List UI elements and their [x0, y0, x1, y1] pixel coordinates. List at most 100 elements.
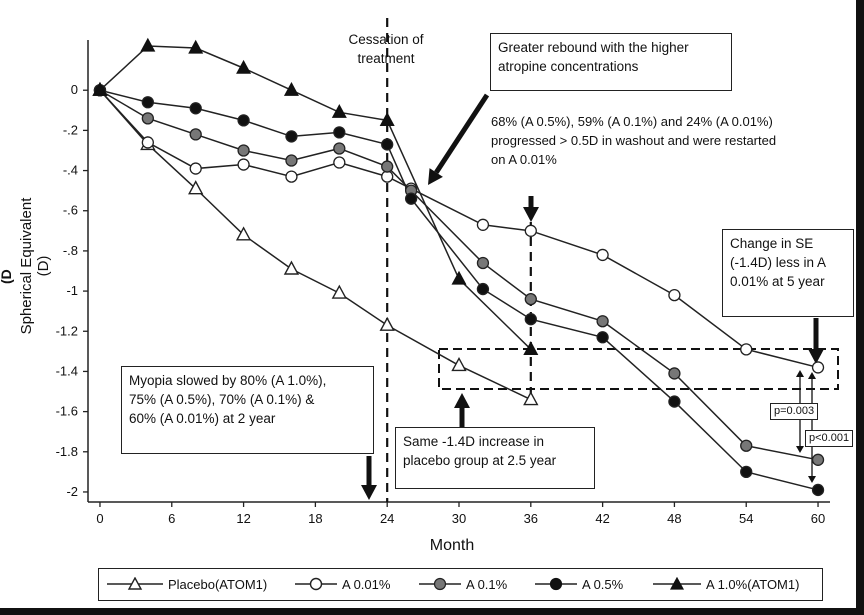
- data-point-s0-5: [331, 284, 347, 299]
- legend-item-a1: A 1.0%(ATOM1): [653, 569, 799, 599]
- series-line-2: [99, 89, 819, 461]
- data-point-s4-0: [92, 81, 108, 96]
- series-line-0: [99, 89, 532, 401]
- data-point-s1-5: [333, 156, 346, 169]
- data-point-s1-9: [524, 224, 537, 237]
- x-tick-label: 42: [595, 511, 609, 526]
- x-tick-label: 54: [739, 511, 753, 526]
- y-tick-label: -.8: [63, 243, 78, 258]
- data-point-s4-4: [283, 81, 299, 96]
- x-tick-label: 0: [96, 511, 103, 526]
- d-arrow-head-up: [808, 372, 816, 379]
- y-tick-label: -.6: [63, 203, 78, 218]
- data-point-s2-1: [141, 112, 154, 125]
- data-point-s2-12: [740, 439, 753, 452]
- data-point-s4-3: [236, 59, 252, 74]
- data-point-s3-13: [811, 483, 825, 497]
- x-tick-label: 36: [524, 511, 538, 526]
- data-point-s3-11: [668, 395, 681, 408]
- arrow-head: [428, 168, 443, 185]
- x-tick-label: 24: [380, 511, 394, 526]
- arrow-rebound-icon: [428, 93, 490, 185]
- legend-marker-circle-open-icon: [295, 577, 337, 591]
- y-tick-label: -1: [66, 283, 78, 298]
- frame-border-bottom: [0, 608, 864, 615]
- data-point-s1-8: [476, 218, 490, 231]
- annotation-cessation: Cessation of treatment: [348, 32, 424, 66]
- data-point-s1-12: [740, 343, 753, 356]
- data-point-s2-8: [476, 256, 490, 270]
- data-point-s3-4: [285, 130, 298, 143]
- data-point-s2-5: [333, 142, 346, 155]
- x-tick-label: 18: [308, 511, 322, 526]
- annotation-rebound: Greater rebound with the higher atropine…: [490, 33, 732, 91]
- x-tick-label: 30: [452, 511, 466, 526]
- legend-label-a001: A 0.01%: [342, 576, 391, 592]
- arrow-head: [523, 207, 539, 222]
- data-point-s3-10: [596, 331, 609, 344]
- data-point-s1-4: [285, 170, 298, 183]
- highlight-dashed-box: [438, 348, 839, 390]
- x-tick-label: 60: [811, 511, 825, 526]
- arrow-myopia-icon: [361, 456, 377, 500]
- d-arrow-head-down: [808, 476, 816, 483]
- legend-marker-circle-filled-icon: [535, 577, 577, 591]
- arrow-head: [454, 393, 470, 408]
- chart-axes: 0 -.2 -.4 -.6 -.8 -1 -1.2 -1.4 -1.6 -1.8 -2 0 6 12 18 2…: [56, 40, 830, 526]
- annotation-change-se: Change in SE (-1.4D) less in A 0.01% at …: [722, 229, 854, 317]
- data-point-s2-4: [285, 154, 298, 167]
- p-value-tag-2: p<0.001: [805, 430, 854, 447]
- data-point-s0-8: [523, 391, 539, 406]
- data-point-s3-6: [381, 138, 394, 151]
- y-tick-label: -2: [66, 484, 78, 499]
- annotation-myopia: Myopia slowed by 80% (A 1.0%), 75% (A 0.…: [121, 366, 374, 454]
- data-point-s3-8: [476, 282, 490, 296]
- data-point-s1-10: [596, 248, 609, 262]
- data-point-s4-7: [451, 270, 467, 285]
- data-point-s3-9: [524, 313, 537, 326]
- series-line-3: [99, 89, 819, 491]
- y-tick-label: -1.8: [56, 444, 78, 459]
- data-point-s0-7: [451, 356, 467, 372]
- data-point-s2-13: [811, 453, 825, 466]
- arrow-head: [361, 485, 377, 500]
- data-point-s3-5: [333, 126, 346, 139]
- data-point-s2-3: [237, 144, 250, 157]
- legend-label-a05: A 0.5%: [582, 576, 624, 592]
- y-tick-label: -1.6: [56, 404, 78, 419]
- data-point-s1-2: [189, 162, 202, 175]
- x-tick-label: 48: [667, 511, 681, 526]
- arrow-shaft: [434, 93, 490, 174]
- data-point-s1-3: [237, 158, 250, 171]
- legend-label-a1: A 1.0%(ATOM1): [706, 576, 800, 592]
- chart-markers: [92, 37, 825, 497]
- legend-label-a01: A 0.1%: [466, 576, 508, 592]
- y-tick-label: -.2: [63, 122, 78, 137]
- legend-item-a01: A 0.1%: [419, 569, 507, 599]
- legend-item-a05: A 0.5%: [535, 569, 623, 599]
- y-tick-label: -1.4: [56, 363, 78, 378]
- series-line-4: [99, 45, 532, 350]
- data-point-s2-10: [596, 315, 609, 328]
- data-point-s4-6: [379, 112, 395, 126]
- data-point-s1-13: [811, 361, 825, 374]
- data-point-s4-5: [331, 104, 347, 118]
- chart-legend: Placebo(ATOM1) A 0.01% A 0.1% A 0.5% A 1…: [98, 568, 823, 601]
- x-tick-label: 12: [236, 511, 250, 526]
- y-axis-label: Spherical Equivalent (D): [18, 197, 52, 335]
- data-point-s2-6: [381, 160, 394, 173]
- legend-item-a001: A 0.01%: [295, 569, 390, 599]
- legend-item-placebo: Placebo(ATOM1): [107, 569, 267, 599]
- series-line-1: [99, 89, 819, 369]
- legend-marker-triangle-filled-icon: [653, 577, 701, 590]
- frame-border-right: [856, 0, 864, 615]
- x-axis-label: Month: [429, 537, 475, 554]
- data-point-s0-6: [379, 316, 395, 331]
- y-tick-label: 0: [71, 82, 78, 97]
- p-value-tag-1: p=0.003: [770, 403, 819, 420]
- legend-marker-triangle-open-icon: [107, 577, 163, 590]
- data-point-s3-12: [740, 465, 753, 479]
- data-point-s0-3: [235, 226, 252, 241]
- data-point-s2-11: [668, 367, 681, 380]
